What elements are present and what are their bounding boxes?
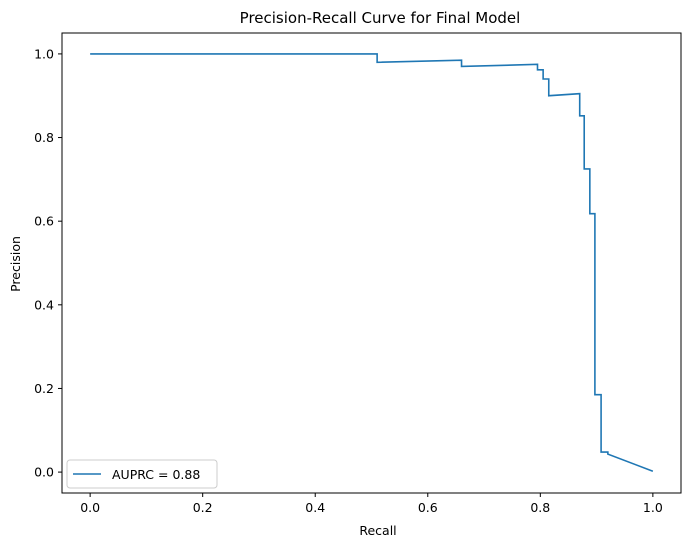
chart-title: Precision-Recall Curve for Final Model: [240, 9, 521, 27]
y-tick-label: 0.4: [34, 297, 54, 312]
y-tick-label: 1.0: [34, 46, 54, 61]
y-tick-label: 0.2: [34, 381, 54, 396]
x-axis: 0.0 0.2 0.4 0.6 0.8 1.0: [80, 493, 663, 515]
x-axis-label: Recall: [359, 523, 396, 538]
x-tick-label: 0.8: [530, 500, 550, 515]
legend-label: AUPRC = 0.88: [112, 467, 200, 482]
pr-curve-line: [90, 53, 654, 472]
x-tick-label: 1.0: [643, 500, 663, 515]
y-tick-label: 0.6: [34, 214, 54, 229]
y-tick-label: 0.0: [34, 465, 54, 480]
x-tick-label: 0.6: [418, 500, 438, 515]
x-tick-label: 0.4: [305, 500, 325, 515]
legend-box: [66, 459, 218, 489]
x-tick-label: 0.0: [80, 500, 100, 515]
plot-area: [61, 32, 682, 494]
legend: AUPRC = 0.88: [66, 459, 218, 489]
x-tick-label: 0.2: [193, 500, 213, 515]
y-tick-label: 0.8: [34, 130, 54, 145]
y-axis: 0.0 0.2 0.4 0.6 0.8 1.0: [34, 46, 62, 480]
y-axis-label: Precision: [8, 236, 23, 292]
